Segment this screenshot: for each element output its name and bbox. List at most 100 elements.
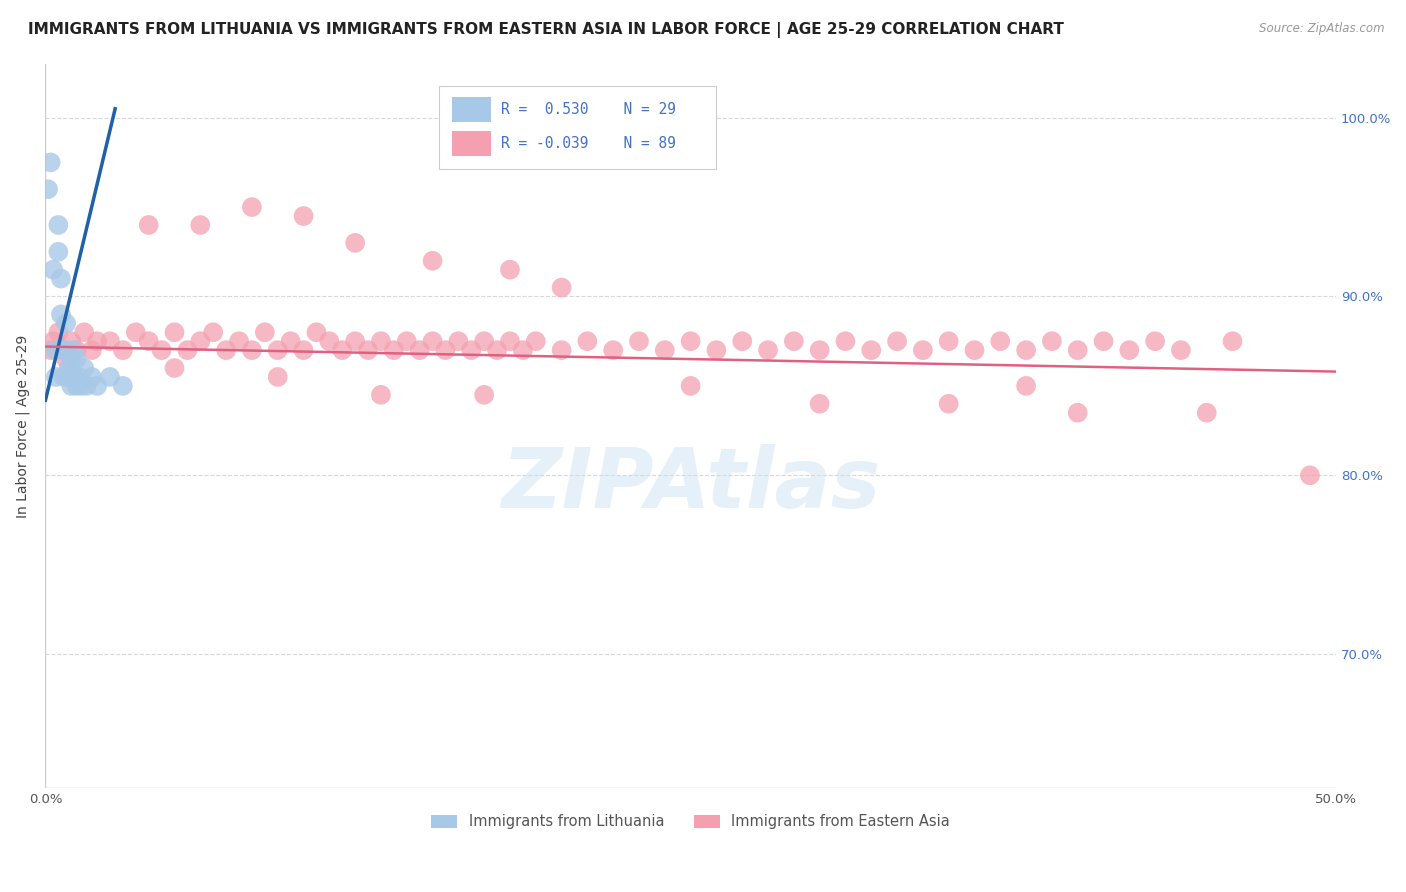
Point — [280, 334, 302, 349]
Point — [512, 343, 534, 358]
Point — [292, 343, 315, 358]
Point — [472, 388, 495, 402]
Point — [1195, 406, 1218, 420]
Point — [834, 334, 856, 349]
Point — [98, 334, 121, 349]
Point — [305, 325, 328, 339]
Point — [679, 379, 702, 393]
Point — [63, 343, 86, 358]
Point — [1170, 343, 1192, 358]
Point — [1040, 334, 1063, 349]
Point — [963, 343, 986, 358]
Text: Source: ZipAtlas.com: Source: ZipAtlas.com — [1260, 22, 1385, 36]
Point — [422, 334, 444, 349]
Point — [37, 182, 59, 196]
Point — [472, 334, 495, 349]
Point — [911, 343, 934, 358]
Point — [80, 343, 103, 358]
Point — [150, 343, 173, 358]
Point — [80, 370, 103, 384]
Point — [73, 361, 96, 376]
Point — [706, 343, 728, 358]
Point — [58, 370, 80, 384]
Point — [138, 334, 160, 349]
Point — [52, 343, 75, 358]
Point — [55, 316, 77, 330]
Point — [1015, 379, 1038, 393]
Point — [65, 379, 87, 393]
Point — [499, 262, 522, 277]
Point — [1067, 406, 1090, 420]
Point — [48, 244, 70, 259]
Point — [344, 235, 367, 250]
Point — [1144, 334, 1167, 349]
Point — [679, 334, 702, 349]
Point — [49, 271, 72, 285]
Point — [176, 343, 198, 358]
Point — [370, 388, 392, 402]
Point — [163, 361, 186, 376]
Point — [163, 325, 186, 339]
Point — [52, 370, 75, 384]
Point — [48, 218, 70, 232]
Point — [63, 370, 86, 384]
FancyBboxPatch shape — [451, 131, 491, 156]
Point — [524, 334, 547, 349]
Point — [808, 343, 831, 358]
Point — [39, 343, 62, 358]
FancyBboxPatch shape — [439, 86, 717, 169]
Point — [395, 334, 418, 349]
Point — [1015, 343, 1038, 358]
Point — [86, 379, 108, 393]
Point — [654, 343, 676, 358]
Text: R =  0.530    N = 29: R = 0.530 N = 29 — [501, 103, 676, 117]
Point — [267, 343, 290, 358]
Text: R = -0.039    N = 89: R = -0.039 N = 89 — [501, 136, 676, 152]
Point — [55, 352, 77, 367]
Point — [988, 334, 1011, 349]
Point — [45, 370, 67, 384]
Point — [49, 307, 72, 321]
Point — [550, 343, 572, 358]
Point — [292, 209, 315, 223]
Y-axis label: In Labor Force | Age 25-29: In Labor Force | Age 25-29 — [15, 334, 30, 517]
Point — [240, 343, 263, 358]
Point — [39, 155, 62, 169]
Point — [731, 334, 754, 349]
Point — [1299, 468, 1322, 483]
Point — [1092, 334, 1115, 349]
Point — [627, 334, 650, 349]
Point — [808, 397, 831, 411]
Point — [886, 334, 908, 349]
Point — [938, 397, 960, 411]
Point — [938, 334, 960, 349]
Point — [65, 352, 87, 367]
Point — [138, 218, 160, 232]
Point — [422, 253, 444, 268]
Point — [76, 379, 98, 393]
Point — [576, 334, 599, 349]
Point — [382, 343, 405, 358]
Point — [42, 262, 65, 277]
Point — [486, 343, 509, 358]
Text: ZIPAtlas: ZIPAtlas — [501, 443, 880, 524]
Point — [42, 334, 65, 349]
Point — [408, 343, 430, 358]
Point — [860, 343, 883, 358]
Point — [202, 325, 225, 339]
Point — [52, 343, 75, 358]
Point — [98, 370, 121, 384]
Point — [1067, 343, 1090, 358]
Point — [65, 343, 87, 358]
Point — [125, 325, 148, 339]
Point — [60, 334, 83, 349]
Point — [111, 343, 134, 358]
Point — [1118, 343, 1140, 358]
Point — [111, 379, 134, 393]
Point — [73, 325, 96, 339]
Point — [499, 334, 522, 349]
Point — [67, 370, 90, 384]
Point — [550, 280, 572, 294]
FancyBboxPatch shape — [451, 97, 491, 122]
Legend: Immigrants from Lithuania, Immigrants from Eastern Asia: Immigrants from Lithuania, Immigrants fr… — [425, 808, 956, 835]
